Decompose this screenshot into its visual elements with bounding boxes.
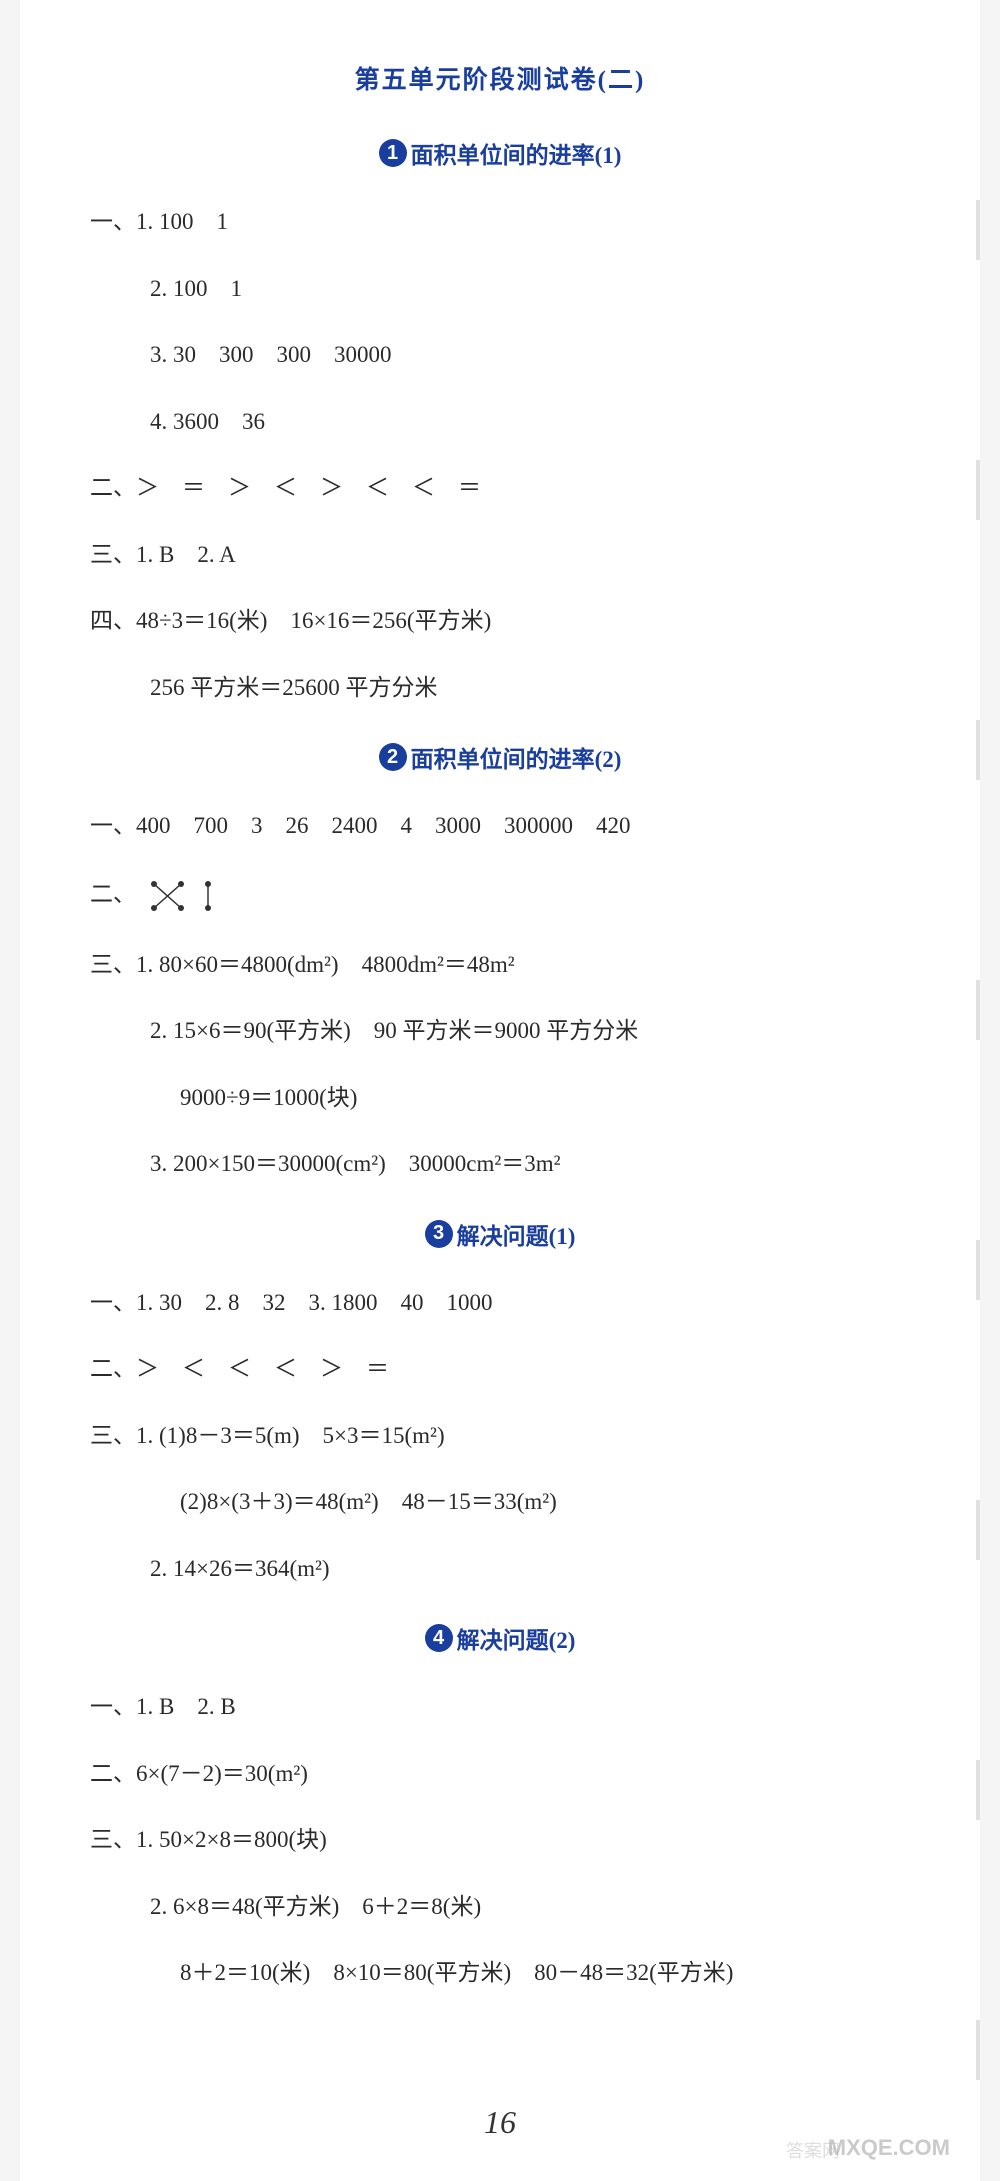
answer-line: 二、＞ ＜ ＜ ＜ ＞ ＝	[90, 1352, 910, 1387]
section-number-icon: 2	[379, 743, 407, 771]
answer-line: 三、1. 50×2×8＝800(块)	[90, 1823, 910, 1858]
section-4: 4 解决问题(2) 一、1. B 2. B 二、6×(7－2)＝30(m²) 三…	[90, 1621, 910, 1991]
section-2: 2 面积单位间的进率(2) 一、400 700 3 26 2400 4 3000…	[90, 740, 910, 1182]
answer-line: (2)8×(3＋3)＝48(m²) 48－15＝33(m²)	[90, 1485, 910, 1520]
section-number-icon: 3	[425, 1220, 453, 1248]
section-number-icon: 4	[425, 1624, 453, 1652]
section-header-text: 面积单位间的进率(1)	[411, 136, 622, 170]
answer-line: 3. 30 300 300 30000	[90, 338, 910, 373]
answer-line: 三、1. (1)8－3＝5(m) 5×3＝15(m²)	[90, 1419, 910, 1454]
answer-line: 3. 200×150＝30000(cm²) 30000cm²＝3m²	[90, 1147, 910, 1182]
answer-line: 2. 15×6＝90(平方米) 90 平方米＝9000 平方分米	[90, 1014, 910, 1049]
answer-line: 4. 3600 36	[90, 405, 910, 440]
section-number-icon: 1	[379, 139, 407, 167]
matching-diagram-icon	[146, 876, 226, 916]
answer-line: 2. 6×8＝48(平方米) 6＋2＝8(米)	[90, 1890, 910, 1925]
document-page: 第五单元阶段测试卷(二) 1 面积单位间的进率(1) 一、1. 100 1 2.…	[20, 0, 980, 2181]
answer-line: 二、＞ ＝ ＞ ＜ ＞ ＜ ＜ ＝	[90, 471, 910, 506]
section-header-1: 1 面积单位间的进率(1)	[90, 136, 910, 170]
answer-line: 一、400 700 3 26 2400 4 3000 300000 420	[90, 809, 910, 844]
answer-line: 二、6×(7－2)＝30(m²)	[90, 1757, 910, 1792]
section-1: 1 面积单位间的进率(1) 一、1. 100 1 2. 100 1 3. 30 …	[90, 136, 910, 705]
answer-line: 三、1. 80×60＝4800(dm²) 4800dm²＝48m²	[90, 948, 910, 983]
answer-line: 一、1. 30 2. 8 32 3. 1800 40 1000	[90, 1286, 910, 1321]
section-header-text: 面积单位间的进率(2)	[411, 740, 622, 774]
answer-line: 一、1. 100 1	[90, 205, 910, 240]
section-header-text: 解决问题(1)	[457, 1217, 576, 1251]
answer-line-with-diagram: 二、	[90, 876, 910, 916]
answer-line: 三、1. B 2. A	[90, 538, 910, 573]
watermark-url: MXQE.COM	[828, 2135, 950, 2161]
answer-line: 四、48÷3＝16(米) 16×16＝256(平方米)	[90, 604, 910, 639]
page-number: 16	[484, 2104, 516, 2141]
answer-text: 二、	[90, 881, 136, 906]
answer-line: 9000÷9＝1000(块)	[90, 1081, 910, 1116]
section-header-4: 4 解决问题(2)	[90, 1621, 910, 1655]
answer-line: 256 平方米＝25600 平方分米	[90, 671, 910, 706]
page-edge-decoration	[976, 0, 980, 2181]
section-header-text: 解决问题(2)	[457, 1621, 576, 1655]
answer-line: 8＋2＝10(米) 8×10＝80(平方米) 80－48＝32(平方米)	[90, 1956, 910, 1991]
page-title: 第五单元阶段测试卷(二)	[90, 60, 910, 96]
section-header-3: 3 解决问题(1)	[90, 1217, 910, 1251]
answer-line: 一、1. B 2. B	[90, 1690, 910, 1725]
answer-line: 2. 14×26＝364(m²)	[90, 1552, 910, 1587]
section-3: 3 解决问题(1) 一、1. 30 2. 8 32 3. 1800 40 100…	[90, 1217, 910, 1587]
section-header-2: 2 面积单位间的进率(2)	[90, 740, 910, 774]
answer-line: 2. 100 1	[90, 272, 910, 307]
